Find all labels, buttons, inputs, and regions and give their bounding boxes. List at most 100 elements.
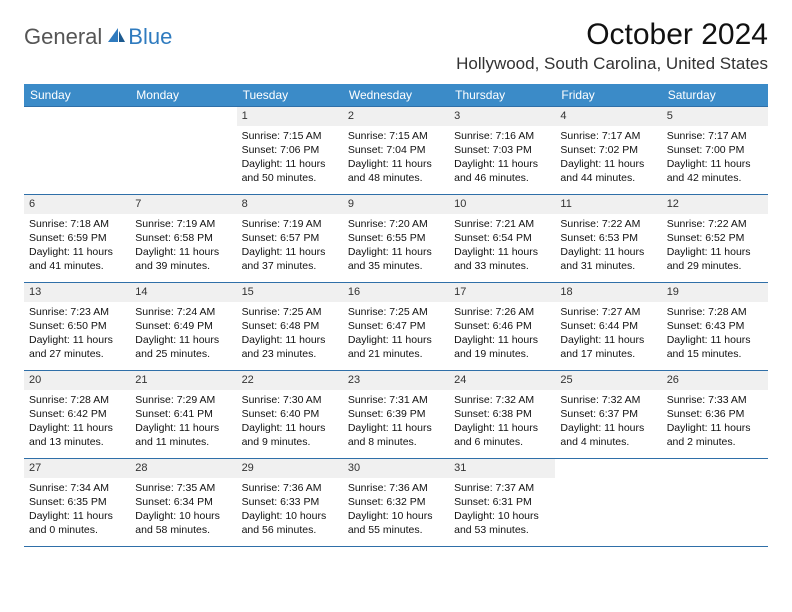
day-number: 12 [662, 195, 768, 214]
logo-text-blue: Blue [128, 24, 172, 50]
day-number: 10 [449, 195, 555, 214]
calendar-day-cell: 2Sunrise: 7:15 AMSunset: 7:04 PMDaylight… [343, 107, 449, 195]
day-details: Sunrise: 7:37 AMSunset: 6:31 PMDaylight:… [454, 481, 550, 538]
day-details: Sunrise: 7:23 AMSunset: 6:50 PMDaylight:… [29, 305, 125, 362]
day-number: 11 [555, 195, 661, 214]
calendar-day-cell: 30 Sunrise: 7:36 AMSunset: 6:32 PMDayligh… [343, 459, 449, 547]
day-number: 5 [662, 107, 768, 126]
calendar-day-cell: 5 Sunrise: 7:17 AMSunset: 7:00 PMDaylight… [662, 107, 768, 195]
calendar-day-cell: 27Sunrise: 7:34 AMSunset: 6:35 PMDayligh… [24, 459, 130, 547]
day-details: Sunrise: 7:30 AMSunset: 6:40 PMDaylight:… [242, 393, 338, 450]
day-number: 30 [343, 459, 449, 478]
day-details: Sunrise: 7:24 AMSunset: 6:49 PMDaylight:… [135, 305, 231, 362]
calendar-week-row: 20 Sunrise: 7:28 AMSunset: 6:42 PMDayligh… [24, 371, 768, 459]
day-details: Sunrise: 7:21 AMSunset: 6:54 PMDaylight:… [454, 217, 550, 274]
day-details: Sunrise: 7:27 AMSunset: 6:44 PMDaylight:… [560, 305, 656, 362]
day-number: 8 [237, 195, 343, 214]
day-number: 1 [237, 107, 343, 126]
calendar-day-cell: 29Sunrise: 7:36 AMSunset: 6:33 PMDayligh… [237, 459, 343, 547]
day-number: 27 [24, 459, 130, 478]
month-title: October 2024 [456, 18, 768, 52]
weekday-header-row: SundayMondayTuesdayWednesdayThursdayFrid… [24, 84, 768, 107]
calendar-day-cell: 20 Sunrise: 7:28 AMSunset: 6:42 PMDayligh… [24, 371, 130, 459]
calendar-day-cell: 23Sunrise: 7:31 AMSunset: 6:39 PMDayligh… [343, 371, 449, 459]
day-details: Sunrise: 7:17 AMSunset: 7:00 PMDaylight:… [667, 129, 763, 186]
calendar-day-cell: 7Sunrise: 7:19 AMSunset: 6:58 PMDaylight… [130, 195, 236, 283]
calendar-day-cell: 21Sunrise: 7:29 AMSunset: 6:41 PMDayligh… [130, 371, 236, 459]
calendar-week-row: 13 Sunrise: 7:23 AMSunset: 6:50 PMDayligh… [24, 283, 768, 371]
logo-text-general: General [24, 24, 102, 50]
day-details: Sunrise: 7:19 AMSunset: 6:57 PMDaylight:… [242, 217, 338, 274]
day-number: 26 [662, 371, 768, 390]
header: General Blue October 2024 Hollywood, Sou… [24, 18, 768, 74]
day-number: 18 [555, 283, 661, 302]
day-number: 4 [555, 107, 661, 126]
day-number: 17 [449, 283, 555, 302]
day-details: Sunrise: 7:28 AMSunset: 6:43 PMDaylight:… [667, 305, 763, 362]
calendar-day-cell: 31 Sunrise: 7:37 AMSunset: 6:31 PMDayligh… [449, 459, 555, 547]
calendar-day-cell [130, 107, 236, 195]
day-details: Sunrise: 7:25 AMSunset: 6:47 PMDaylight:… [348, 305, 444, 362]
weekday-header: Sunday [24, 84, 130, 107]
calendar-day-cell: 25 Sunrise: 7:32 AMSunset: 6:37 PMDayligh… [555, 371, 661, 459]
day-details: Sunrise: 7:35 AMSunset: 6:34 PMDaylight:… [135, 481, 231, 538]
day-details: Sunrise: 7:31 AMSunset: 6:39 PMDaylight:… [348, 393, 444, 450]
weekday-header: Wednesday [343, 84, 449, 107]
day-number: 28 [130, 459, 236, 478]
calendar-day-cell: 4 Sunrise: 7:17 AMSunset: 7:02 PMDaylight… [555, 107, 661, 195]
calendar-day-cell: 1 Sunrise: 7:15 AMSunset: 7:06 PMDaylight… [237, 107, 343, 195]
day-number: 3 [449, 107, 555, 126]
day-details: Sunrise: 7:25 AMSunset: 6:48 PMDaylight:… [242, 305, 338, 362]
calendar-day-cell: 6 Sunrise: 7:18 AMSunset: 6:59 PMDaylight… [24, 195, 130, 283]
calendar-table: SundayMondayTuesdayWednesdayThursdayFrid… [24, 84, 768, 547]
calendar-day-cell: 13 Sunrise: 7:23 AMSunset: 6:50 PMDayligh… [24, 283, 130, 371]
calendar-week-row: 27Sunrise: 7:34 AMSunset: 6:35 PMDayligh… [24, 459, 768, 547]
calendar-day-cell: 8 Sunrise: 7:19 AMSunset: 6:57 PMDaylight… [237, 195, 343, 283]
day-number: 9 [343, 195, 449, 214]
weekday-header: Thursday [449, 84, 555, 107]
day-details: Sunrise: 7:18 AMSunset: 6:59 PMDaylight:… [29, 217, 125, 274]
day-details: Sunrise: 7:19 AMSunset: 6:58 PMDaylight:… [135, 217, 231, 274]
weekday-header: Friday [555, 84, 661, 107]
day-details: Sunrise: 7:15 AMSunset: 7:06 PMDaylight:… [242, 129, 338, 186]
location-text: Hollywood, South Carolina, United States [456, 54, 768, 74]
day-details: Sunrise: 7:32 AMSunset: 6:38 PMDaylight:… [454, 393, 550, 450]
calendar-day-cell: 17Sunrise: 7:26 AMSunset: 6:46 PMDayligh… [449, 283, 555, 371]
day-details: Sunrise: 7:17 AMSunset: 7:02 PMDaylight:… [560, 129, 656, 186]
day-details: Sunrise: 7:36 AMSunset: 6:32 PMDaylight:… [348, 481, 444, 538]
calendar-day-cell: 14 Sunrise: 7:24 AMSunset: 6:49 PMDayligh… [130, 283, 236, 371]
calendar-day-cell: 19 Sunrise: 7:28 AMSunset: 6:43 PMDayligh… [662, 283, 768, 371]
calendar-day-cell: 9 Sunrise: 7:20 AMSunset: 6:55 PMDaylight… [343, 195, 449, 283]
day-number: 14 [130, 283, 236, 302]
calendar-day-cell: 18 Sunrise: 7:27 AMSunset: 6:44 PMDayligh… [555, 283, 661, 371]
calendar-day-cell: 3 Sunrise: 7:16 AMSunset: 7:03 PMDaylight… [449, 107, 555, 195]
day-details: Sunrise: 7:16 AMSunset: 7:03 PMDaylight:… [454, 129, 550, 186]
calendar-day-cell: 22 Sunrise: 7:30 AMSunset: 6:40 PMDayligh… [237, 371, 343, 459]
day-number: 19 [662, 283, 768, 302]
calendar-week-row: 1 Sunrise: 7:15 AMSunset: 7:06 PMDaylight… [24, 107, 768, 195]
day-number: 20 [24, 371, 130, 390]
day-number: 24 [449, 371, 555, 390]
day-number: 13 [24, 283, 130, 302]
calendar-day-cell: 24 Sunrise: 7:32 AMSunset: 6:38 PMDayligh… [449, 371, 555, 459]
calendar-week-row: 6 Sunrise: 7:18 AMSunset: 6:59 PMDaylight… [24, 195, 768, 283]
calendar-day-cell [24, 107, 130, 195]
day-details: Sunrise: 7:29 AMSunset: 6:41 PMDaylight:… [135, 393, 231, 450]
logo-sail-icon [106, 26, 126, 49]
day-number: 25 [555, 371, 661, 390]
day-number: 31 [449, 459, 555, 478]
calendar-day-cell: 15Sunrise: 7:25 AMSunset: 6:48 PMDayligh… [237, 283, 343, 371]
day-number: 6 [24, 195, 130, 214]
day-details: Sunrise: 7:32 AMSunset: 6:37 PMDaylight:… [560, 393, 656, 450]
day-details: Sunrise: 7:33 AMSunset: 6:36 PMDaylight:… [667, 393, 763, 450]
calendar-day-cell: 10 Sunrise: 7:21 AMSunset: 6:54 PMDayligh… [449, 195, 555, 283]
day-number: 22 [237, 371, 343, 390]
day-details: Sunrise: 7:28 AMSunset: 6:42 PMDaylight:… [29, 393, 125, 450]
calendar-day-cell [662, 459, 768, 547]
day-details: Sunrise: 7:20 AMSunset: 6:55 PMDaylight:… [348, 217, 444, 274]
day-details: Sunrise: 7:36 AMSunset: 6:33 PMDaylight:… [242, 481, 338, 538]
logo: General Blue [24, 18, 172, 50]
calendar-day-cell: 16Sunrise: 7:25 AMSunset: 6:47 PMDayligh… [343, 283, 449, 371]
weekday-header: Tuesday [237, 84, 343, 107]
calendar-day-cell [555, 459, 661, 547]
